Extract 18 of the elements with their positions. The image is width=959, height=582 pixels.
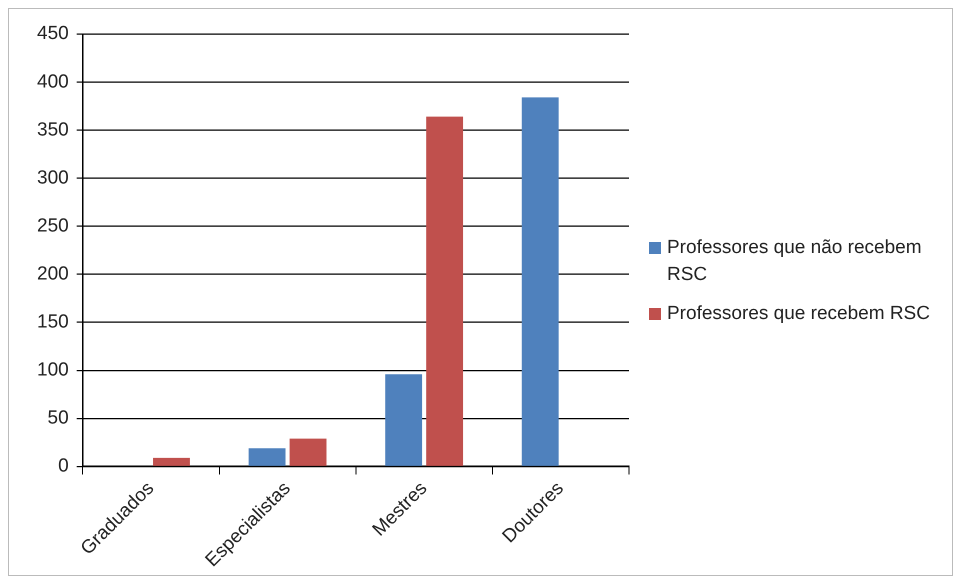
bar <box>426 116 464 466</box>
y-tick-label: 350 <box>37 119 69 140</box>
legend-label: Professores que recebem RSC <box>667 302 930 326</box>
legend-label: Professores que não recebem RSC <box>667 236 923 287</box>
bar <box>248 448 286 466</box>
y-tick-label: 300 <box>37 167 69 188</box>
bar <box>153 458 190 466</box>
y-tick-label: 0 <box>58 456 69 477</box>
y-tick-label: 200 <box>37 263 69 284</box>
y-tick-label: 150 <box>37 312 69 333</box>
y-tick-label: 450 <box>37 23 69 44</box>
bar <box>290 438 326 466</box>
y-tick-label: 250 <box>37 215 69 236</box>
bar <box>522 97 559 466</box>
y-tick-label: 50 <box>48 408 69 429</box>
y-tick-label: 400 <box>37 71 69 92</box>
y-tick-label: 100 <box>37 360 69 381</box>
bar <box>385 374 422 466</box>
